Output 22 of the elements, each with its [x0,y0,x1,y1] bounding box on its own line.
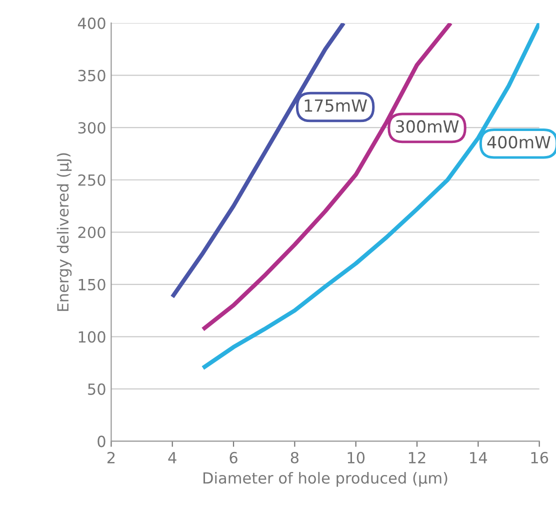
y-tick-label: 0 [98,436,106,448]
x-axis-title: Diameter of hole produced (µm) [203,472,448,487]
x-tick-label: 16 [531,452,548,464]
y-tick-label: 150 [78,278,106,290]
y-tick-label: 350 [78,70,106,82]
x-tick-label: 14 [470,452,488,464]
x-tick-label: 8 [290,452,298,464]
x-tick-label: 12 [408,452,426,464]
series-label: 175mW [304,99,367,112]
x-tick-label: 6 [230,452,238,464]
y-axis-title: Energy delivered (µJ) [56,153,72,311]
series-label: 300mW [396,120,459,133]
x-tick-label: 4 [168,452,176,464]
y-tick-label: 250 [78,174,106,186]
x-tick-label: 2 [107,452,115,464]
y-tick-label: 300 [78,122,106,134]
x-tick-label: 10 [348,452,365,464]
y-tick-label: 50 [88,383,106,395]
y-tick-label: 400 [78,18,106,30]
series-label: 400mW [487,136,550,148]
y-tick-label: 200 [78,226,106,238]
y-tick-label: 100 [78,331,106,343]
